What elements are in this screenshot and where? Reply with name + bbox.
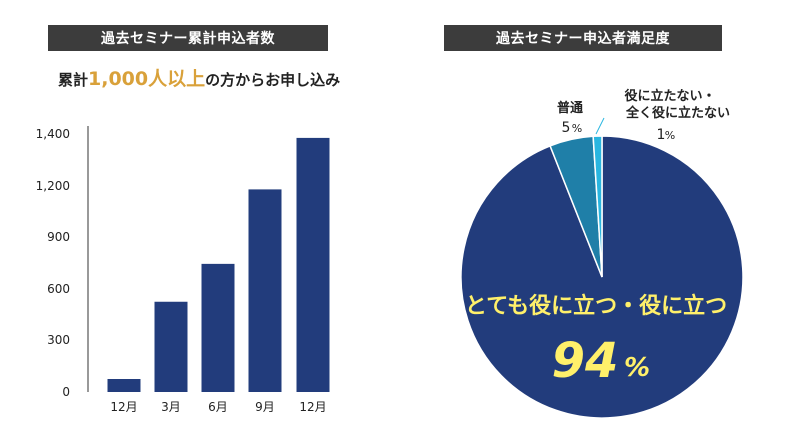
slice-label: 全く役に立たない <box>625 105 730 121</box>
pie-slice <box>592 135 603 278</box>
y-tick-label: 300 <box>47 333 70 347</box>
pie-chart: とても役に立つ・役に立つ 94 % 普通 5 % 役に立たない・全く役に立たない 1% <box>460 88 744 419</box>
pie-chart-title: 過去セミナー申込者満足度 <box>444 25 722 51</box>
main-slice-label: とても役に立つ・役に立つ <box>465 293 727 319</box>
subtitle-highlight: 1,000人以上 <box>88 68 206 90</box>
bar-chart: 0 300 600 900 1,200 1,400 12月 3月 6月 9月 12月 <box>36 126 330 414</box>
slice-unit: % <box>572 122 582 135</box>
bar-chart-panel: 過去セミナー累計申込者数 累計1,000人以上の方からお申し込み 0 300 600… <box>36 25 358 414</box>
bar <box>296 137 330 392</box>
bar <box>107 379 141 392</box>
subtitle-suffix: の方からお申し込み <box>205 71 341 89</box>
bar <box>201 263 235 392</box>
slice-value: 1 <box>657 127 666 143</box>
y-tick-label: 0 <box>62 385 70 399</box>
bar-chart-title: 過去セミナー累計申込者数 <box>48 25 328 51</box>
slice-unit: % <box>665 129 675 142</box>
x-category-label: 9月 <box>255 400 275 414</box>
leader-line <box>595 117 605 135</box>
x-category-label: 3月 <box>161 400 181 414</box>
y-tick-label: 900 <box>47 230 70 244</box>
pie-chart-panel: 過去セミナー申込者満足度 とても役に立つ・役に立つ 94% 普通 5% 役に立たない・全… <box>400 0 799 443</box>
x-category-label: 12月 <box>299 400 326 414</box>
y-tick-label: 600 <box>47 282 70 296</box>
bar <box>154 301 188 392</box>
x-category-label: 6月 <box>208 400 228 414</box>
slice-label: 役に立たない・ <box>624 88 715 104</box>
slice-value: 5 <box>562 120 571 136</box>
y-tick-label: 1,400 <box>36 127 70 141</box>
main-slice-unit: % <box>624 353 650 383</box>
subtitle-prefix: 累計 <box>58 71 89 89</box>
bar-chart-subtitle: 累計1,000人以上の方からお申し込み <box>58 64 358 91</box>
main-slice-value: 94 <box>552 333 619 389</box>
x-category-label: 12月 <box>110 400 137 414</box>
y-tick-label: 1,200 <box>36 179 70 193</box>
bar <box>248 189 282 392</box>
slice-label: 普通 <box>557 100 583 116</box>
